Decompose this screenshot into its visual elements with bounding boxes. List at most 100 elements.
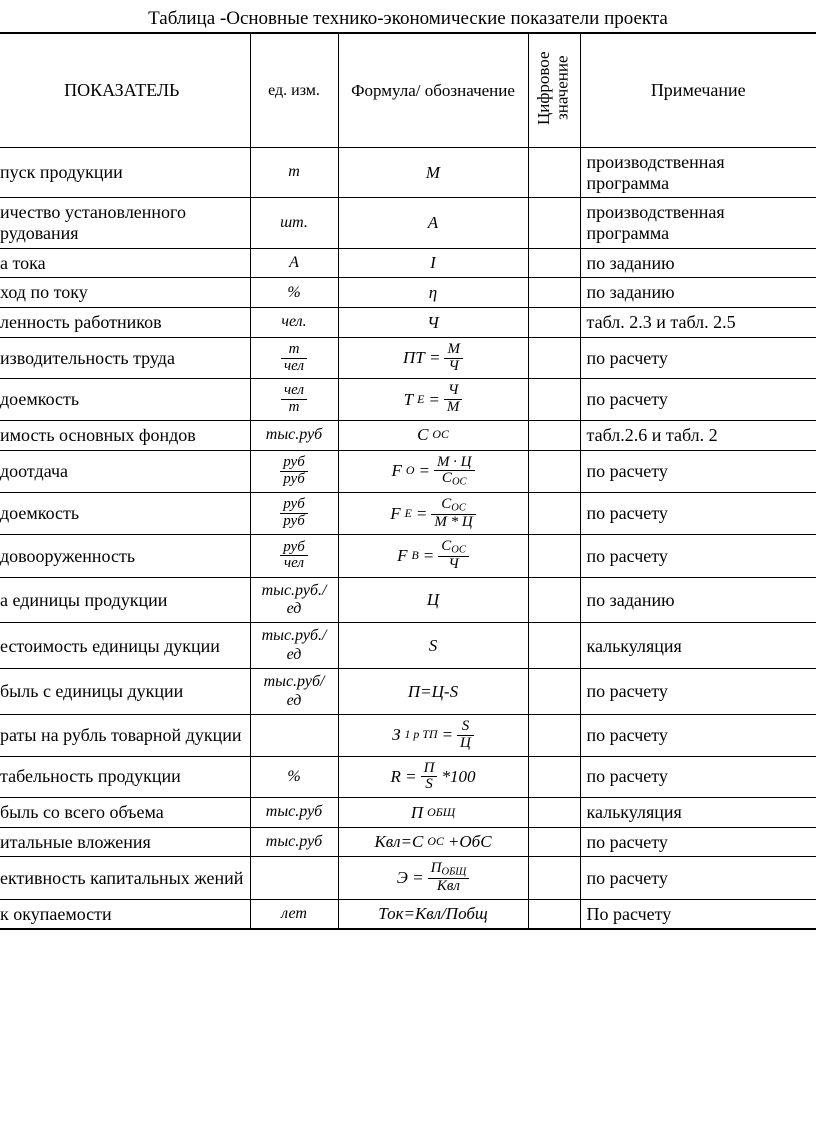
cell-indicator: ход по току — [0, 278, 250, 308]
cell-indicator: изводительность труда — [0, 337, 250, 379]
cell-unit: тыс.руб./ед — [250, 623, 338, 669]
cell-note: по расчету — [580, 715, 816, 757]
cell-note: калькуляция — [580, 623, 816, 669]
cell-unit: рубруб — [250, 492, 338, 534]
cell-numeric — [528, 420, 580, 450]
cell-note: по расчету — [580, 337, 816, 379]
cell-formula: S — [338, 623, 528, 669]
cell-unit: тчел — [250, 337, 338, 379]
cell-note: по заданию — [580, 248, 816, 278]
cell-formula: R = ПS *100 — [338, 756, 528, 798]
cell-formula: FЕ = СОСM * Ц — [338, 492, 528, 534]
cell-formula: Ц — [338, 577, 528, 623]
cell-unit: шт. — [250, 198, 338, 248]
cell-formula: Квл=СОС+ОбС — [338, 827, 528, 857]
cell-indicator: табельность продукции — [0, 756, 250, 798]
cell-note: по расчету — [580, 827, 816, 857]
cell-unit — [250, 857, 338, 899]
table-row: ход по току%η по заданию — [0, 278, 816, 308]
header-note: Примечание — [580, 33, 816, 148]
cell-indicator: довооруженность — [0, 535, 250, 577]
table-header-row: ПОКАЗАТЕЛЬ ед. изм. Формула/ обозначение… — [0, 33, 816, 148]
table-row: ективность капитальных женийЭ = ПОБЩКвлп… — [0, 857, 816, 899]
cell-numeric — [528, 577, 580, 623]
header-numeric: Цифровое значение — [528, 33, 580, 148]
cell-indicator: быль со всего объема — [0, 798, 250, 828]
table-row: а единицы продукциитыс.руб./едЦпо задани… — [0, 577, 816, 623]
cell-formula: I — [338, 248, 528, 278]
cell-numeric — [528, 827, 580, 857]
cell-note: по расчету — [580, 669, 816, 715]
cell-indicator: быль с единицы дукции — [0, 669, 250, 715]
cell-indicator: пуск продукции — [0, 148, 250, 198]
cell-note: табл. 2.3 и табл. 2.5 — [580, 308, 816, 338]
cell-unit: чел. — [250, 308, 338, 338]
cell-indicator: раты на рубль товарной дукции — [0, 715, 250, 757]
cell-unit: тыс.руб — [250, 420, 338, 450]
table-title: Таблица -Основные технико-экономические … — [0, 8, 816, 30]
cell-indicator: имость основных фондов — [0, 420, 250, 450]
cell-formula: СОС — [338, 420, 528, 450]
cell-numeric — [528, 623, 580, 669]
table-row: раты на рубль товарной дукцииЗ1 р ТП = S… — [0, 715, 816, 757]
table-row: а токаАIпо заданию — [0, 248, 816, 278]
table-row: доемкостьчелтТЕ = ЧМпо расчету — [0, 379, 816, 421]
cell-numeric — [528, 715, 580, 757]
table-row: естоимость единицы дукциитыс.руб./едSкал… — [0, 623, 816, 669]
cell-numeric — [528, 798, 580, 828]
cell-formula: M — [338, 148, 528, 198]
cell-unit: рубруб — [250, 450, 338, 492]
cell-formula: FО = M · ЦСОС — [338, 450, 528, 492]
table-row: табельность продукции%R = ПS *100по расч… — [0, 756, 816, 798]
cell-unit: рубчел — [250, 535, 338, 577]
cell-formula: η — [338, 278, 528, 308]
cell-formula: FВ = СОСЧ — [338, 535, 528, 577]
cell-unit: % — [250, 278, 338, 308]
cell-note: по расчету — [580, 450, 816, 492]
cell-indicator: доотдача — [0, 450, 250, 492]
cell-note: по расчету — [580, 535, 816, 577]
cell-numeric — [528, 248, 580, 278]
cell-note: по расчету — [580, 492, 816, 534]
cell-numeric — [528, 756, 580, 798]
cell-formula: ПОБЩ — [338, 798, 528, 828]
cell-indicator: а единицы продукции — [0, 577, 250, 623]
cell-formula: Ч — [338, 308, 528, 338]
cell-numeric — [528, 278, 580, 308]
cell-note: по заданию — [580, 278, 816, 308]
cell-unit: % — [250, 756, 338, 798]
cell-unit — [250, 715, 338, 757]
table-row: быль с единицы дукциитыс.руб/едП=Ц-S по р… — [0, 669, 816, 715]
cell-formula: ТЕ = ЧМ — [338, 379, 528, 421]
cell-numeric — [528, 669, 580, 715]
table-row: пуск продукциитMпроизводственная програм… — [0, 148, 816, 198]
cell-indicator: ичество установленного рудования — [0, 198, 250, 248]
header-unit: ед. изм. — [250, 33, 338, 148]
table-row: ичество установленного рудованияшт.Aпрои… — [0, 198, 816, 248]
table-row: довооруженностьрубчелFВ = СОСЧ по расчету — [0, 535, 816, 577]
table-row: к окупаемостилетТок=Квл/ПобщПо расчету — [0, 899, 816, 929]
cell-indicator: итальные вложения — [0, 827, 250, 857]
table-row: быль со всего объематыс.рубПОБЩ калькуляц… — [0, 798, 816, 828]
cell-unit: тыс.руб/ед — [250, 669, 338, 715]
table-row: имость основных фондовтыс.рубСОС табл.2.6… — [0, 420, 816, 450]
cell-formula: П=Ц-S — [338, 669, 528, 715]
cell-numeric — [528, 337, 580, 379]
table-row: изводительность трудатчелПТ = MЧпо расче… — [0, 337, 816, 379]
cell-formula: Э = ПОБЩКвл — [338, 857, 528, 899]
cell-note: по расчету — [580, 857, 816, 899]
table-row: итальные вложениятыс.рубКвл=СОС+ОбСпо ра… — [0, 827, 816, 857]
table-row: ленность работниковчел.Чтабл. 2.3 и табл… — [0, 308, 816, 338]
cell-unit: т — [250, 148, 338, 198]
cell-note: калькуляция — [580, 798, 816, 828]
cell-numeric — [528, 198, 580, 248]
cell-numeric — [528, 857, 580, 899]
cell-numeric — [528, 450, 580, 492]
cell-formula: Ток=Квл/Побщ — [338, 899, 528, 929]
cell-unit: челт — [250, 379, 338, 421]
cell-unit: А — [250, 248, 338, 278]
cell-note: табл.2.6 и табл. 2 — [580, 420, 816, 450]
cell-unit: тыс.руб — [250, 798, 338, 828]
cell-numeric — [528, 899, 580, 929]
cell-note: по расчету — [580, 379, 816, 421]
